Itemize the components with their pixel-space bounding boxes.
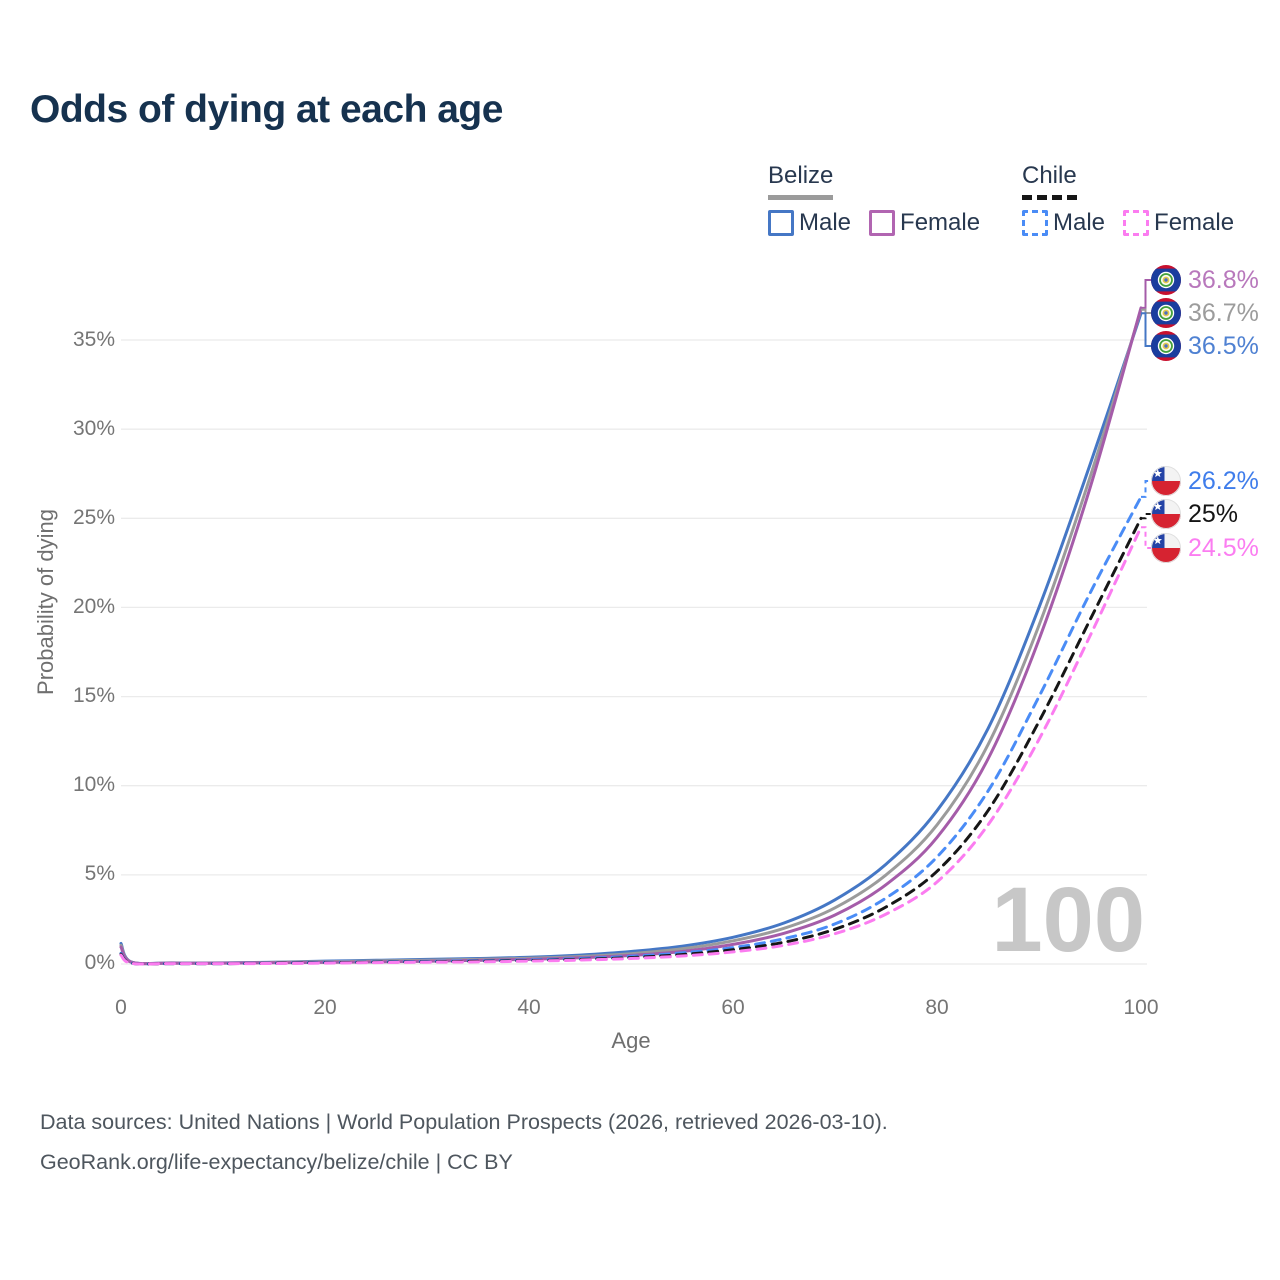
attribution-note: GeoRank.org/life-expectancy/belize/chile… bbox=[40, 1150, 513, 1174]
series-line-belize-female[interactable] bbox=[119, 306, 1143, 966]
legend-row-belize: Male Female bbox=[768, 209, 980, 237]
legend-label-belize-male[interactable]: Male bbox=[799, 209, 852, 236]
end-label-connector bbox=[1141, 480, 1151, 498]
belize-flag-icon bbox=[1151, 298, 1181, 328]
legend-country-chile-label: Chile bbox=[1022, 162, 1077, 189]
series-line-chile-female[interactable] bbox=[119, 525, 1143, 966]
y-axis-title: Probability of dying bbox=[33, 509, 58, 695]
legend-country-belize[interactable]: Belize bbox=[768, 162, 834, 200]
x-tick-60: 60 bbox=[721, 996, 745, 1019]
end-label-value: 24.5% bbox=[1188, 533, 1259, 562]
chile-flag-icon bbox=[1151, 466, 1181, 496]
data-sources-note: Data sources: United Nations | World Pop… bbox=[40, 1110, 888, 1134]
belize-solid-line-swatch bbox=[768, 195, 834, 200]
chile-flag-icon bbox=[1151, 533, 1181, 563]
end-label-connector bbox=[1141, 279, 1151, 309]
end-label-belize-male: 36.5% bbox=[1151, 331, 1259, 361]
end-label-connector bbox=[1141, 308, 1151, 314]
y-tick-35: 35% bbox=[72, 328, 115, 351]
end-label-connector bbox=[1141, 312, 1151, 347]
y-tick-0: 0% bbox=[84, 951, 115, 974]
legend-country-belize-label: Belize bbox=[768, 162, 834, 189]
series-line-belize-male[interactable] bbox=[119, 311, 1143, 966]
belize-flag-icon bbox=[1151, 331, 1181, 361]
y-tick-15: 15% bbox=[72, 684, 115, 707]
legend-swatch-belize-female[interactable] bbox=[869, 210, 896, 236]
legend-label-chile-male[interactable]: Male bbox=[1053, 209, 1106, 236]
x-tick-100: 100 bbox=[1123, 996, 1159, 1019]
y-tick-30: 30% bbox=[72, 417, 115, 440]
end-label-value: 25% bbox=[1188, 499, 1239, 528]
end-label-chile-male: 26.2% bbox=[1151, 466, 1259, 496]
end-label-value: 36.8% bbox=[1188, 265, 1259, 294]
legend-swatch-belize-male[interactable] bbox=[768, 210, 794, 236]
y-tick-20: 20% bbox=[72, 595, 115, 618]
y-tick-10: 10% bbox=[72, 773, 115, 796]
page-title: Odds of dying at each age bbox=[30, 88, 503, 131]
legend-label-chile-female[interactable]: Female bbox=[1154, 209, 1235, 236]
age-watermark: 100 bbox=[991, 869, 1146, 971]
x-axis-title: Age bbox=[611, 1028, 651, 1053]
belize-flag-icon bbox=[1151, 265, 1181, 295]
y-tick-5: 5% bbox=[84, 862, 115, 885]
end-label-chile-total: 25% bbox=[1151, 499, 1238, 529]
end-label-value: 36.7% bbox=[1188, 298, 1259, 327]
x-tick-40: 40 bbox=[517, 996, 541, 1019]
series-line-belize[interactable] bbox=[119, 308, 1143, 966]
legend-country-chile[interactable]: Chile bbox=[1022, 162, 1077, 200]
x-tick-0: 0 bbox=[115, 996, 127, 1019]
legend-label-belize-female[interactable]: Female bbox=[900, 209, 981, 236]
end-label-belize-female: 36.8% bbox=[1151, 265, 1259, 295]
x-tick-20: 20 bbox=[313, 996, 337, 1019]
end-label-belize-total: 36.7% bbox=[1151, 298, 1259, 328]
end-label-value: 26.2% bbox=[1188, 466, 1259, 495]
end-label-chile-female: 24.5% bbox=[1151, 533, 1259, 563]
chile-dashed-line-swatch bbox=[1022, 195, 1077, 200]
legend-group-belize: Belize Male Female bbox=[768, 162, 980, 237]
legend-swatch-chile-male[interactable] bbox=[1022, 210, 1048, 236]
chile-flag-icon bbox=[1151, 499, 1181, 529]
legend-swatch-chile-female[interactable] bbox=[1123, 210, 1150, 236]
y-tick-25: 25% bbox=[72, 506, 115, 529]
end-label-value: 36.5% bbox=[1188, 331, 1259, 360]
end-label-connector bbox=[1141, 526, 1151, 549]
legend-row-chile: Male Female bbox=[1022, 209, 1234, 237]
legend-group-chile: Chile Male Female bbox=[1022, 162, 1234, 237]
x-tick-80: 80 bbox=[925, 996, 949, 1019]
end-label-connector bbox=[1141, 513, 1151, 520]
